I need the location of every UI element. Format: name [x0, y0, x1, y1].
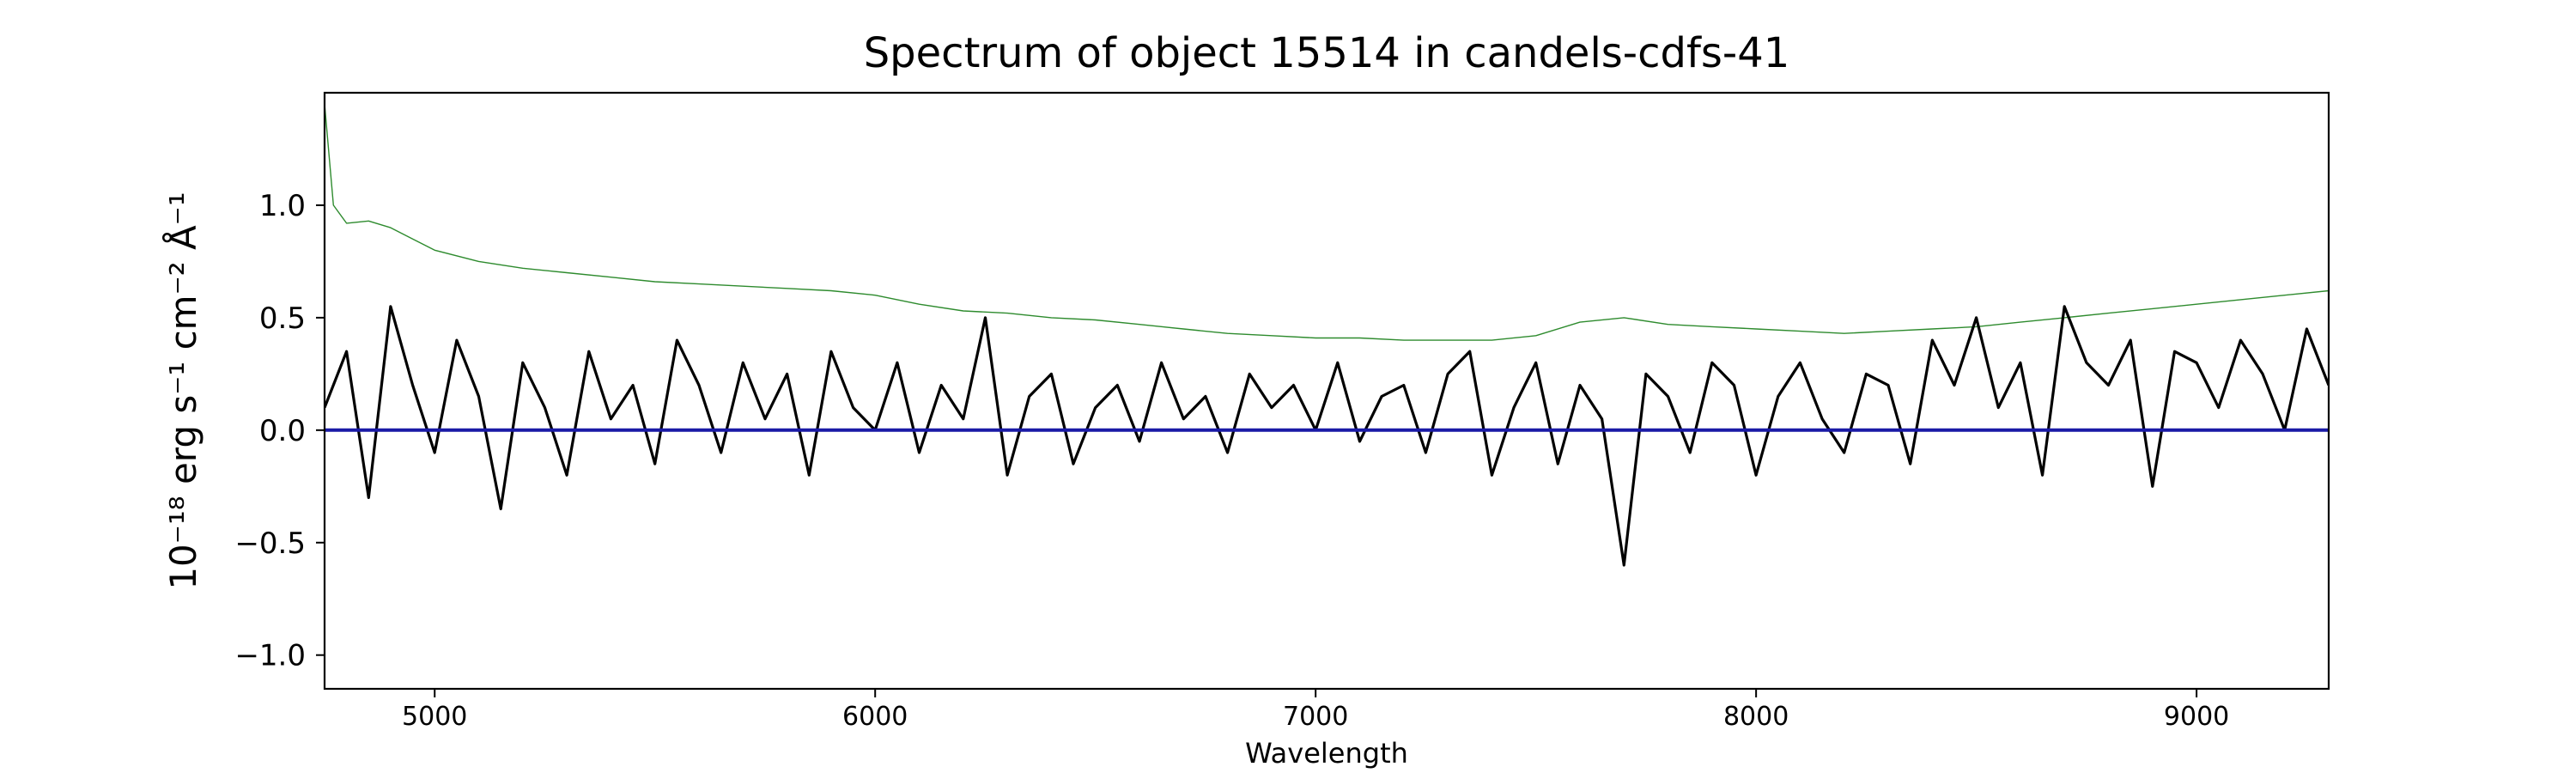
y-axis: −1.0 −0.5 0.0 0.5 1.0: [234, 189, 325, 673]
error-series-line: [325, 104, 2329, 341]
plot-area: [325, 104, 2329, 567]
x-tick-label: 9000: [2164, 702, 2229, 732]
x-tick-label: 8000: [1723, 702, 1789, 732]
chart-title: Spectrum of object 15514 in candels-cdfs…: [864, 29, 1790, 77]
x-tick-label: 6000: [842, 702, 908, 732]
plot-frame: [323, 91, 2330, 691]
x-tick-label: 7000: [1283, 702, 1348, 732]
y-tick-label: −1.0: [234, 639, 306, 673]
y-tick-label: 0.5: [259, 301, 306, 336]
y-tick-label: 1.0: [259, 189, 306, 223]
y-tick-label: 0.0: [259, 414, 306, 448]
x-axis: 5000 6000 7000 8000 9000: [402, 689, 2229, 732]
flux-series-line: [325, 305, 2329, 567]
y-axis-label: 10⁻¹⁸ erg s⁻¹ cm⁻² Å⁻¹: [161, 192, 204, 589]
x-axis-label: Wavelength: [1245, 737, 1408, 770]
y-tick-label: −0.5: [234, 526, 306, 561]
x-tick-label: 5000: [402, 702, 467, 732]
